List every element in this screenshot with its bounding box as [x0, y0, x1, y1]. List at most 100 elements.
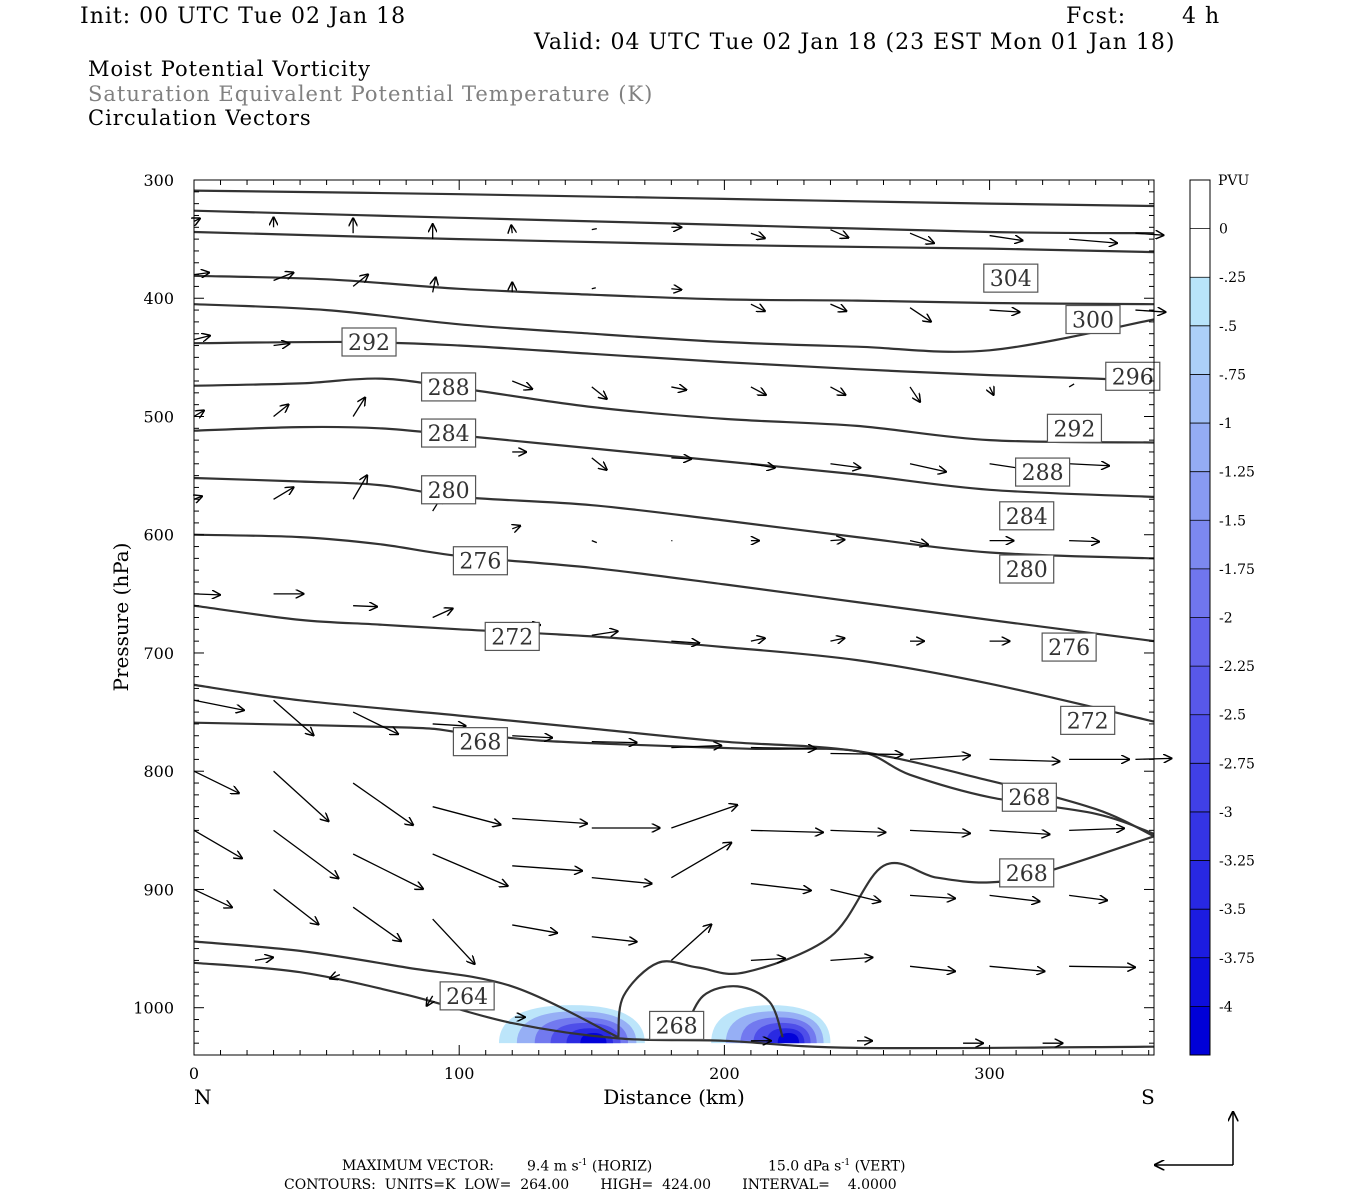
x-tick-label: 100	[444, 1064, 475, 1083]
field-title-theta: Saturation Equivalent Potential Temperat…	[88, 82, 654, 106]
contour-label-box	[1105, 361, 1161, 391]
contour-label: 304	[983, 263, 1039, 293]
colorbar-swatch	[1190, 228, 1210, 278]
circulation-vector	[750, 386, 766, 395]
circulation-vector	[591, 540, 598, 544]
circulation-vector	[273, 770, 329, 821]
contour-label-text: 284	[1006, 505, 1048, 530]
colorbar-label: -4	[1219, 999, 1233, 1015]
contour-label-box	[439, 981, 495, 1011]
contour-label-box	[452, 727, 509, 757]
contour-label-text: 272	[491, 625, 533, 650]
contour-label: 276	[1041, 632, 1097, 662]
colorbar-label: -2.75	[1219, 756, 1255, 772]
circulation-vector	[273, 404, 289, 417]
contour-label-text: 288	[1022, 461, 1064, 486]
contour-label-box	[420, 372, 477, 402]
circulation-vector	[591, 742, 637, 743]
circulation-vector	[750, 464, 775, 468]
theta-e-contour	[193, 377, 1155, 444]
circulation-vector	[990, 387, 994, 395]
circulation-vector	[432, 853, 508, 886]
circulation-vector	[989, 894, 1040, 901]
colorbar-label: -.5	[1219, 319, 1237, 335]
contour-label-box	[452, 546, 509, 576]
colorbar-label: -3.25	[1219, 854, 1255, 870]
contour-label: 288	[420, 372, 477, 402]
circulation-vector	[352, 475, 367, 500]
circulation-vector	[989, 830, 1050, 834]
y-tick-label: 400	[143, 289, 174, 308]
colorbar-swatch	[1190, 277, 1210, 327]
circulation-vector	[830, 957, 872, 960]
colorbar-swatch	[1190, 714, 1210, 764]
contour-label-box	[484, 621, 540, 652]
colorbar-label: -2.25	[1219, 659, 1255, 675]
circulation-vector	[591, 876, 652, 884]
contour-label-text: 276	[1048, 636, 1090, 661]
colorbar-swatch	[1190, 617, 1210, 667]
circulation-vector	[750, 882, 811, 891]
circulation-vector	[909, 755, 970, 759]
contour-label: 272	[484, 621, 540, 652]
circulation-vector	[433, 277, 436, 293]
max-vert-value: 15.0 dPa s-1 (VERT)	[768, 1158, 906, 1175]
circulation-vector	[750, 638, 765, 641]
theta-e-contours	[193, 189, 1155, 1050]
circulation-vector	[989, 310, 1020, 312]
y-tick-label: 700	[143, 644, 174, 663]
contour-label: 284	[999, 501, 1055, 531]
axes: 300 400 500 600 700 800 900 1000 0 100 200 300	[133, 171, 1154, 1083]
colorbar-swatch	[1190, 763, 1210, 813]
contour-label-text: 304	[990, 267, 1032, 292]
contour-label-box	[420, 475, 477, 505]
theta-e-contour	[193, 274, 1155, 306]
colorbar-swatch	[1190, 860, 1210, 910]
theta-e-contour	[193, 961, 1155, 1050]
contour-label-text: 268	[459, 731, 501, 756]
circulation-vector	[591, 457, 607, 470]
circulation-vector	[830, 386, 845, 395]
contour-label: 276	[452, 546, 509, 576]
circulation-vector	[750, 958, 785, 960]
circulation-vector	[432, 806, 501, 825]
circulation-vector	[273, 344, 290, 346]
circulation-vector	[671, 458, 691, 459]
colorbar-swatch	[1190, 423, 1210, 473]
x-tick-label: 300	[974, 1064, 1005, 1083]
circulation-vector	[273, 888, 319, 924]
x-tick-label: 0	[189, 1064, 199, 1083]
circulation-vector	[671, 843, 731, 879]
circulation-vector	[591, 386, 607, 399]
circulation-vector	[193, 699, 244, 710]
circulation-vector	[830, 753, 902, 754]
colorbar-label: -3.75	[1219, 951, 1255, 967]
colorbar-title: PVU	[1218, 173, 1250, 189]
y-tick-label: 900	[143, 880, 174, 899]
circulation-vector	[671, 387, 686, 390]
circulation-vector	[830, 888, 880, 901]
south-label: S	[1141, 1085, 1155, 1109]
max-horiz-value: 9.4 m s-1 (HORIZ)	[527, 1158, 653, 1175]
circulation-vector	[352, 711, 398, 734]
contour-label: 284	[420, 418, 477, 448]
circulation-vector	[512, 736, 552, 738]
colorbar-swatch	[1190, 811, 1210, 862]
contour-label-text: 268	[1008, 786, 1050, 811]
contour-label-text: 264	[446, 985, 488, 1010]
pv-blob	[498, 1005, 645, 1044]
circulation-vector	[671, 641, 699, 643]
y-tick-label: 800	[143, 762, 174, 781]
circulation-vector	[1069, 541, 1099, 542]
contour-label-text: 268	[1006, 862, 1048, 887]
colorbar-swatch	[1190, 909, 1210, 959]
theta-e-contour	[193, 940, 619, 1039]
circulation-vector	[352, 397, 365, 417]
circulation-vector	[193, 770, 239, 793]
contour-label-box	[999, 858, 1055, 888]
circulation-vector	[353, 606, 377, 607]
circulation-vector	[512, 865, 582, 871]
colorbar-swatch	[1190, 520, 1210, 570]
theta-e-contour	[193, 533, 1155, 643]
